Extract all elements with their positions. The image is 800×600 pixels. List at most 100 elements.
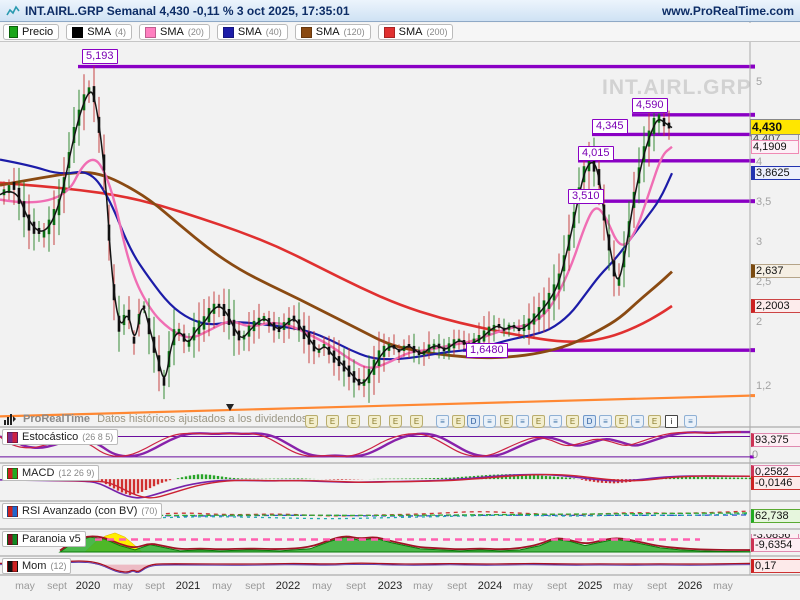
chart-line-icon [6,4,20,17]
xaxis-label-2026: 2026 [677,580,703,592]
rsi-indicator-icon [7,505,18,517]
indicator-value-rsi: 62,738 [751,509,800,523]
document-badge-icon[interactable]: ≡ [516,415,529,428]
dividend-adjust-note: Datos históricos ajustados a los dividen… [97,412,308,425]
axis-price-label-sma120: 2,637 [751,264,800,278]
indicator-params: (70) [141,506,158,516]
xaxis-label-2020: 2020 [75,580,101,592]
legend-price-chip[interactable]: Precio [3,24,60,40]
event-E-badge-icon[interactable]: E [615,415,628,428]
xaxis-label-2021: 2021 [175,580,201,592]
sma-param: (4) [115,27,127,37]
price-level-label: 4,345 [592,119,628,134]
legend-sma-chip-120[interactable]: SMA (120) [294,24,371,40]
price-level-label: 1,6480 [466,343,508,358]
price-level-label: 4,015 [578,146,614,161]
macd-indicator-icon [7,467,18,479]
indicator-value-macd: 0,2582 [751,465,800,479]
indicator-name: Estocástico [22,431,79,443]
indicator-value-stoch: 93,375 [751,433,800,447]
sma-param: (40) [265,27,282,37]
xaxis-label-may: may [212,580,232,592]
xaxis-label-2023: 2023 [377,580,403,592]
prorealtime-site-link[interactable]: www.ProRealTime.com [661,3,794,18]
indicator-value-macd: -0,0146 [751,476,800,490]
document-badge-icon[interactable]: ≡ [599,415,612,428]
indicator-chip-paranoia[interactable]: Paranoia v5 [2,531,86,547]
info-badge-icon[interactable]: i [665,415,678,428]
legend-price-label: Precio [22,26,54,38]
titlebar: INT.AIRL.GRP Semanal 4,430 -0,11 % 3 oct… [0,0,800,22]
event-E-badge-icon[interactable]: E [326,415,339,428]
indicator-chip-stoch[interactable]: Estocástico (26 8 5) [2,429,119,445]
xaxis-label-sept: sept [346,580,366,592]
sma-label: SMA [237,26,262,38]
xaxis-label-sept: sept [145,580,165,592]
event-D-badge-icon[interactable]: D [467,415,480,428]
sma-param: (20) [187,27,204,37]
event-E-badge-icon[interactable]: E [368,415,381,428]
event-D-badge-icon[interactable]: D [583,415,596,428]
event-E-badge-icon[interactable]: E [389,415,402,428]
sma-color-swatch [72,26,84,38]
document-badge-icon[interactable]: ≡ [631,415,644,428]
indicator-params: (12 26 9) [58,468,95,478]
candle-icon [9,26,18,38]
price-level-label: 3,510 [568,189,604,204]
indicator-chip-mom[interactable]: Mom (12) [2,558,72,574]
xaxis-label-sept: sept [47,580,67,592]
indicator-chip-rsi[interactable]: RSI Avanzado (con BV) (70) [2,503,163,519]
event-E-badge-icon[interactable]: E [347,415,360,428]
xaxis-label-2025: 2025 [577,580,603,592]
xaxis-label-sept: sept [647,580,667,592]
axis-tick-label: 3,5 [756,196,772,208]
document-badge-icon[interactable]: ≡ [436,415,449,428]
axis-tick-label: 5 [756,76,763,88]
xaxis-label-2022: 2022 [275,580,301,592]
sma-label: SMA [398,26,423,38]
document-badge-icon[interactable]: ≡ [483,415,496,428]
price-level-label: 5,193 [82,49,118,64]
event-E-badge-icon[interactable]: E [532,415,545,428]
sma-color-swatch [300,26,312,38]
prorealtime-brand: ProRealTime [23,412,91,425]
indicator-value-paranoia: -9,6354 [751,538,800,552]
sma-param: (200) [426,27,448,37]
event-E-badge-icon[interactable]: E [648,415,661,428]
legend-sma-chip-20[interactable]: SMA (20) [139,24,210,40]
indicator-params: (12) [50,561,67,571]
event-E-badge-icon[interactable]: E [410,415,423,428]
xaxis-label-may: may [713,580,733,592]
indicator-chip-macd[interactable]: MACD (12 26 9) [2,465,100,481]
xaxis-label-may: may [312,580,332,592]
sma-param: (120) [343,27,365,37]
axis-tick-label: 4 [756,156,763,168]
xaxis-label-may: may [113,580,133,592]
indicator-name: MACD [22,467,55,479]
xaxis-label-may: may [413,580,433,592]
document-badge-icon[interactable]: ≡ [549,415,562,428]
paranoia-indicator-icon [7,533,18,545]
watermark: INT.AIRL.GRP [602,76,752,99]
legend-sma-chip-4[interactable]: SMA (4) [66,24,133,40]
event-E-badge-icon[interactable]: E [500,415,513,428]
document-badge-icon[interactable]: ≡ [684,415,697,428]
sma-color-swatch [222,26,234,38]
legend-sma-chip-200[interactable]: SMA (200) [377,24,454,40]
sma-color-swatch [383,26,395,38]
axis-tick-label: 2,5 [756,276,772,288]
xaxis-label-may: may [613,580,633,592]
indicator-value-stoch: 0 [752,449,759,461]
indicator-value-mom: 0,17 [751,559,800,573]
xaxis-label-may: may [15,580,35,592]
event-E-badge-icon[interactable]: E [566,415,579,428]
price-level-label: 4,590 [632,98,668,113]
axis-tick-label: 2 [756,316,763,328]
indicator-name: Mom [22,560,47,572]
stoch-indicator-icon [7,431,18,443]
volume-profile-icon [3,413,16,425]
event-E-badge-icon[interactable]: E [305,415,318,428]
legend-sma-chip-40[interactable]: SMA (40) [216,24,288,40]
event-E-badge-icon[interactable]: E [452,415,465,428]
